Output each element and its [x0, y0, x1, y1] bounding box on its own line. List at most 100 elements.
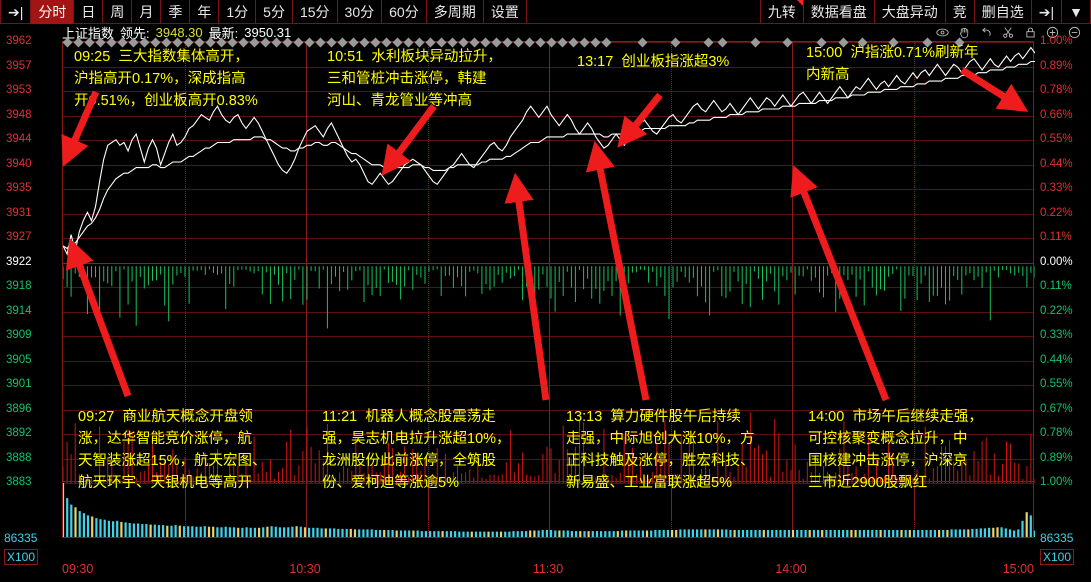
- volume-pane-divider: [63, 481, 1033, 482]
- grid-line: [63, 483, 1033, 484]
- y-right-tick: 0.55%: [1040, 133, 1073, 145]
- y-left-tick: 3901: [6, 378, 32, 390]
- tab-day[interactable]: 日: [74, 0, 104, 24]
- tab-settings[interactable]: 设置: [484, 0, 527, 24]
- y-right-tick: 0.78%: [1040, 84, 1073, 96]
- annotation-1121: 11:21 机器人概念股震荡走 强，昊志机电拉升涨超10%， 龙洲股份此前涨停，…: [322, 409, 511, 491]
- y-left-tick: 3883: [6, 476, 32, 488]
- y-right-tick: 0.89%: [1040, 451, 1073, 464]
- annotation-1317: 13:17 创业板指涨超3%: [577, 54, 730, 70]
- annotation-1400: 14:00 市场午后继续走强， 可控核聚变概念拉升，中 国核建冲击涨停，沪深京 …: [808, 409, 983, 491]
- btn-auction[interactable]: 竞: [946, 0, 975, 24]
- y-right-tick: 0.33%: [1040, 182, 1073, 194]
- tab-fenshi[interactable]: 分时: [31, 0, 75, 24]
- toolbar-right-group[interactable]: 九转 数据看盘 大盘异动竞删自选 ➔| ▼: [759, 0, 1091, 24]
- lead-label: 领先:: [120, 26, 150, 41]
- y-left-tick: 3927: [6, 231, 32, 243]
- y-right-tick: 0.22%: [1040, 304, 1073, 317]
- btn-collapse-icon[interactable]: ➔|: [1032, 0, 1063, 24]
- grid-line-v-dotted: [914, 481, 915, 537]
- y-left-tick: 3935: [6, 182, 32, 194]
- y-left-tick: 3953: [6, 84, 32, 96]
- y-left-tick: 3962: [6, 35, 32, 47]
- annotation-1500: 15:00 沪指涨0.71%刷新年 内新高: [806, 45, 979, 83]
- grid-line-v: [306, 481, 307, 537]
- grid-line: [63, 91, 1033, 92]
- y-left-tick: 3892: [6, 427, 32, 439]
- grid-line-v: [792, 481, 793, 537]
- grid-line-v-dotted: [671, 42, 672, 520]
- tab-1min[interactable]: 1分: [219, 0, 257, 24]
- volume-unit-right: X100: [1040, 549, 1075, 565]
- y-right-tick: 0.67%: [1040, 402, 1073, 415]
- new-flag-icon: [796, 0, 803, 6]
- eye-icon[interactable]: [936, 26, 949, 39]
- chart-tool-icons[interactable]: [936, 24, 1081, 41]
- btn-market-anomaly[interactable]: 大盘异动: [875, 0, 946, 24]
- y-left-tick: 3957: [6, 59, 32, 72]
- btn-jiuzhuan[interactable]: 九转: [759, 0, 804, 24]
- y-right-tick: 0.22%: [1040, 206, 1073, 219]
- y-right-tick: 0.44%: [1040, 157, 1073, 170]
- grid-line: [63, 458, 1033, 460]
- y-left-tick: 3909: [6, 329, 32, 341]
- x-axis-tick: 15:00: [1002, 562, 1034, 576]
- tab-multiperiod[interactable]: 多周期: [427, 0, 484, 24]
- grid-line-v-dotted: [671, 481, 672, 537]
- btn-data-panel[interactable]: 数据看盘: [804, 0, 875, 24]
- series-指数: [63, 46, 1035, 256]
- annotation-1051: 10:51 水利板块异动拉升， 三和管桩冲击涨停，韩建 河山、青龙管业等冲高: [327, 49, 502, 109]
- y-right-tick: 0.11%: [1040, 231, 1072, 243]
- volume-max-right: 86335: [1040, 531, 1074, 545]
- chevron-down-icon[interactable]: ▼: [1062, 0, 1091, 24]
- grid-line: [63, 66, 1033, 68]
- tab-5min[interactable]: 5分: [256, 0, 293, 24]
- tab-year[interactable]: 年: [190, 0, 220, 24]
- y-right-tick: 0.00%: [1040, 255, 1073, 268]
- index-name: 上证指数: [62, 26, 115, 41]
- pin-icon[interactable]: ➔|: [0, 0, 32, 24]
- tab-quarter[interactable]: 季: [161, 0, 191, 24]
- y-right-tick: 0.89%: [1040, 59, 1073, 72]
- y-right-tick: 0.55%: [1040, 378, 1073, 390]
- volume-bars: [63, 483, 1035, 537]
- volume-unit-left: X100: [4, 549, 39, 565]
- tab-30min[interactable]: 30分: [338, 0, 383, 24]
- grid-line: [63, 140, 1033, 141]
- grid-line-v-dotted: [914, 42, 915, 520]
- zoom-in-icon[interactable]: [1046, 26, 1059, 39]
- zoom-out-icon[interactable]: [1068, 26, 1081, 39]
- x-axis-tick: 10:30: [289, 562, 321, 576]
- btn-remove-watchlist[interactable]: 删自选: [975, 0, 1032, 24]
- grid-line-v: [549, 481, 550, 537]
- tab-15min[interactable]: 15分: [293, 0, 338, 24]
- volume-pane[interactable]: [63, 481, 1035, 537]
- series-均价: [63, 60, 1035, 250]
- x-axis-tick: 09:30: [62, 562, 94, 576]
- y-right-tick: 0.78%: [1040, 427, 1073, 439]
- hand-icon[interactable]: [958, 26, 971, 39]
- scissors-icon[interactable]: [1002, 26, 1015, 39]
- last-label: 最新:: [208, 26, 239, 41]
- annotation-1313: 13:13 算力硬件股午后持续 走强，中际旭创大涨10%，方 正科技触及涨停，胜…: [566, 409, 755, 491]
- tab-week[interactable]: 周: [103, 0, 133, 24]
- grid-line-v: [792, 42, 793, 520]
- tab-month[interactable]: 月: [132, 0, 162, 24]
- y-right-tick: 0.11%: [1040, 280, 1072, 292]
- grid-line-v-dotted: [185, 42, 186, 520]
- undo-icon[interactable]: [980, 26, 993, 39]
- grid-line-v-dotted: [185, 481, 186, 537]
- annotation-0927: 09:27 商业航天概念开盘领 涨，达华智能竞价涨停，航 天智装涨超15%，航天…: [78, 409, 267, 491]
- y-left-tick: 3931: [6, 206, 32, 219]
- period-tab-group[interactable]: ➔| 分时日周月季年 1分 5分 15分 30分 60分 多周期 设置: [0, 0, 527, 24]
- y-left-tick: 3922: [6, 255, 32, 268]
- grid-line-v-dotted: [428, 481, 429, 537]
- y-left-tick: 3896: [6, 402, 32, 415]
- tab-60min[interactable]: 60分: [382, 0, 427, 24]
- lock-icon[interactable]: [1024, 26, 1037, 39]
- x-axis-tick: 14:00: [775, 562, 807, 576]
- grid-line: [63, 115, 1033, 117]
- y-left-tick: 3940: [6, 157, 32, 170]
- lead-value: 3948.30: [155, 25, 203, 40]
